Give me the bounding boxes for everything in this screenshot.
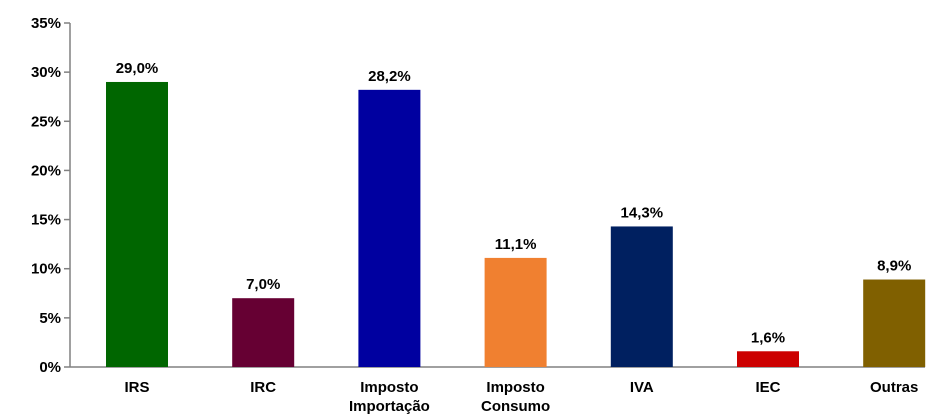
y-tick-label: 5%: [39, 310, 61, 327]
bar: [232, 298, 295, 367]
category-label: Imposto: [360, 379, 418, 396]
data-labels: 29,0% 7,0% 28,2% 11,1% 14,3% 1,6% 8,9%: [116, 60, 912, 346]
category-labels: IRS IRC Imposto Importação Imposto Consumo IVA…: [124, 379, 918, 415]
data-label: 14,3%: [621, 204, 664, 221]
data-label: 11,1%: [495, 236, 537, 253]
y-tick-label: 20%: [31, 162, 61, 179]
category-label: Consumo: [481, 398, 550, 415]
y-tick-label: 35%: [31, 15, 61, 32]
bar: [484, 257, 547, 367]
category-label: Importação: [349, 398, 430, 415]
y-tick-label: 15%: [31, 212, 61, 229]
bar: [863, 279, 926, 367]
y-tick-label: 10%: [31, 261, 61, 278]
data-label: 8,9%: [877, 258, 911, 275]
y-tick-label: 30%: [31, 64, 61, 81]
bar: [358, 89, 421, 367]
category-label: IRC: [250, 379, 276, 396]
data-label: 29,0%: [116, 60, 159, 77]
data-label: 28,2%: [368, 68, 411, 85]
y-axis-ticks: 0% 5% 10% 15% 20% 25% 30% 35%: [31, 15, 70, 376]
category-label: IRS: [124, 379, 149, 396]
bar: [610, 226, 673, 367]
data-label: 1,6%: [751, 329, 785, 346]
category-label: IEC: [755, 379, 780, 396]
data-label: 7,0%: [246, 276, 280, 293]
bar: [106, 81, 168, 367]
category-label: Imposto: [486, 379, 544, 396]
y-tick-label: 25%: [31, 113, 61, 130]
bar: [737, 351, 799, 367]
category-label: IVA: [630, 379, 654, 396]
category-label: Outras: [870, 379, 918, 396]
y-tick-label: 0%: [39, 359, 61, 376]
bars: [106, 81, 926, 367]
